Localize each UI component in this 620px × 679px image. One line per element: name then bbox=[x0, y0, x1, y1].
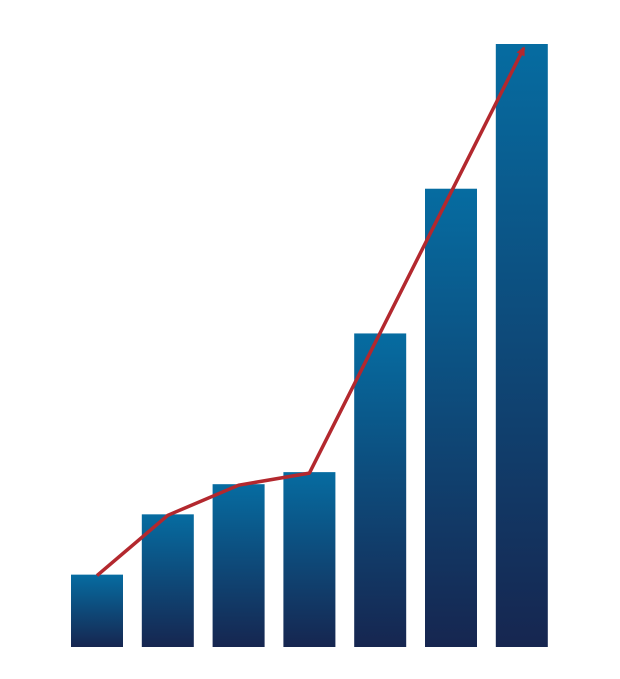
bar-1 bbox=[71, 574, 123, 647]
bar-5 bbox=[354, 333, 407, 647]
trend-arrow-line bbox=[95, 46, 526, 577]
bar-7 bbox=[495, 44, 548, 647]
bar-2 bbox=[141, 514, 194, 647]
trend-line-group bbox=[95, 46, 526, 577]
bar-4 bbox=[283, 472, 336, 647]
bar-6 bbox=[425, 188, 477, 647]
bars bbox=[71, 44, 548, 647]
bar-3 bbox=[212, 484, 265, 647]
